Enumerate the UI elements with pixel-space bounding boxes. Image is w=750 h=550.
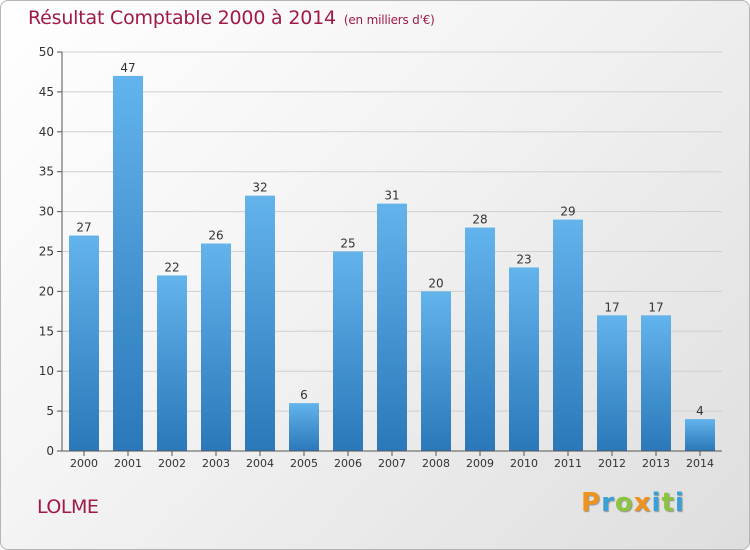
y-tick-label: 15 (39, 324, 54, 338)
logo-letter: i (651, 488, 662, 518)
bar-2001 (113, 75, 143, 451)
x-tick-label: 2002 (158, 457, 186, 470)
proxiti-logo: Proxiti (581, 488, 685, 518)
x-tick-label: 2001 (114, 457, 142, 470)
data-label: 25 (340, 237, 355, 251)
y-tick-label: 25 (39, 245, 54, 259)
commune-name: LOLME (37, 496, 99, 518)
y-tick-label: 0 (46, 444, 54, 458)
logo-letter: x (633, 488, 652, 518)
bar-2003 (201, 243, 231, 451)
logo-letter: t (661, 488, 675, 518)
y-tick-label: 40 (39, 125, 54, 139)
data-label: 29 (560, 205, 575, 219)
x-tick-label: 2012 (598, 457, 626, 470)
x-tick-label: 2008 (422, 457, 450, 470)
x-tick-label: 2014 (686, 457, 714, 470)
x-tick-label: 2005 (290, 457, 318, 470)
data-label: 26 (208, 229, 223, 243)
bar-2009 (465, 227, 495, 451)
data-label: 20 (428, 276, 443, 290)
logo-letter: P (581, 488, 602, 518)
bar-2005 (289, 403, 319, 451)
bar-2006 (333, 251, 363, 451)
y-tick-label: 30 (39, 205, 54, 219)
chart-title: Résultat Comptable 2000 à 2014 (en millie… (28, 7, 435, 29)
bar-2012 (597, 315, 627, 451)
data-labels: 27 47 22 26 32 6 25 31 20 28 23 29 17 17 4 (76, 61, 703, 418)
data-label: 17 (604, 300, 619, 314)
x-tick-label: 2013 (642, 457, 670, 470)
chart-title-text: Résultat Comptable 2000 à 2014 (28, 7, 336, 29)
bars (69, 75, 715, 451)
data-label: 32 (252, 181, 267, 195)
logo-letter: i (674, 488, 685, 518)
data-label: 23 (516, 252, 531, 266)
y-tick-label: 45 (39, 85, 54, 99)
y-tick-label: 35 (39, 165, 54, 179)
x-tick-label: 2003 (202, 457, 230, 470)
bar-2011 (553, 219, 583, 451)
bar-2007 (377, 203, 407, 451)
x-tick-label: 2009 (466, 457, 494, 470)
chart-subtitle: (en milliers d'€) (343, 13, 435, 27)
axes: 0 5 10 15 20 25 30 35 40 45 50 2000 2001 2002 2003 2004… (39, 45, 722, 470)
bar-2010 (509, 267, 539, 451)
x-tick-label: 2011 (554, 457, 582, 470)
x-tick-label: 2000 (70, 457, 98, 470)
y-tick-label: 20 (39, 284, 54, 298)
data-label: 22 (164, 260, 179, 274)
data-label: 6 (300, 388, 308, 402)
data-label: 31 (384, 189, 399, 203)
bar-2008 (421, 291, 451, 451)
x-tick-label: 2007 (378, 457, 406, 470)
y-tick-label: 50 (39, 45, 54, 59)
y-tick-label: 10 (39, 364, 54, 378)
bar-2004 (245, 195, 275, 451)
bar-2002 (157, 275, 187, 451)
logo-letter: o (614, 488, 634, 518)
bar-2000 (69, 235, 99, 451)
bar-2013 (641, 315, 671, 451)
y-tick-label: 5 (46, 404, 54, 418)
x-tick-label: 2010 (510, 457, 538, 470)
data-label: 4 (696, 404, 704, 418)
logo-letter: r (601, 488, 615, 518)
x-tick-label: 2004 (246, 457, 274, 470)
bar-2014 (685, 419, 715, 451)
x-tick-label: 2006 (334, 457, 362, 470)
data-label: 17 (648, 300, 663, 314)
data-label: 27 (76, 221, 91, 235)
data-label: 47 (120, 61, 135, 75)
data-label: 28 (472, 213, 487, 227)
